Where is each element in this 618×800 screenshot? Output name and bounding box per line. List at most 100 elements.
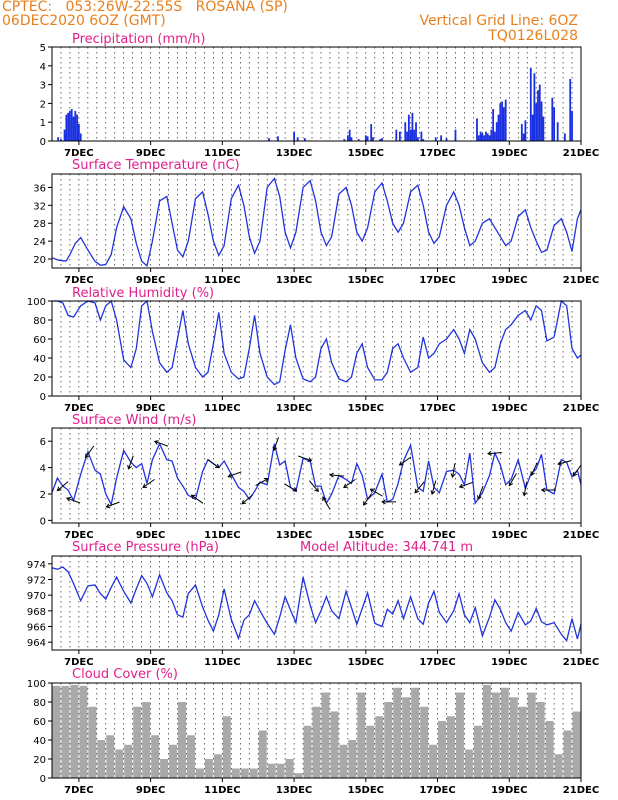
precip-bar — [551, 97, 554, 141]
cloud-bar — [61, 685, 70, 778]
wind-arrow — [343, 478, 356, 488]
precip-bar — [65, 114, 68, 141]
precip-bar — [434, 137, 437, 141]
cloud-bar — [222, 716, 231, 778]
x-tick-label: 9DEC — [136, 657, 165, 668]
precip-bar — [553, 107, 556, 141]
x-tick-label: 21DEC — [563, 530, 599, 541]
cloud-bar — [186, 735, 195, 778]
x-tick-label: 7DEC — [64, 148, 93, 159]
wind-arrow — [329, 472, 345, 478]
precip-bar — [499, 103, 502, 141]
y-tick-label: 40 — [33, 354, 46, 365]
wind-arrow — [105, 501, 120, 509]
y-tick-label: 3 — [40, 81, 46, 92]
x-tick-label: 19DEC — [491, 785, 527, 796]
y-tick-label: 4 — [40, 62, 46, 73]
precip-bar — [296, 137, 299, 141]
x-tick-label: 15DEC — [348, 785, 384, 796]
cloud-bars — [52, 684, 581, 778]
wind-arrow — [476, 485, 484, 501]
precip-bar — [531, 114, 534, 141]
panel-title: Surface Pressure (hPa) — [72, 540, 219, 555]
y-tick-label: 40 — [33, 736, 46, 747]
wind-arrow — [398, 456, 412, 466]
panel-4: 0 2 4 6 7DEC 9DEC 11DEC 13DEC 15DEC 17DEC 19DEC 21D… — [40, 413, 600, 541]
series-line — [51, 442, 582, 507]
precip-bar — [413, 129, 416, 141]
precip-bar — [348, 129, 351, 141]
cloud-bar — [88, 706, 97, 778]
precip-bar — [67, 112, 70, 141]
wind-arrow — [572, 464, 582, 477]
vertical-grid — [51, 174, 582, 268]
x-tick-label: 17DEC — [419, 785, 455, 796]
y-tick-label: 974 — [27, 560, 46, 571]
cloud-bar — [491, 692, 500, 778]
x-tick-label: 11DEC — [204, 403, 240, 414]
panel-frame — [51, 173, 582, 269]
precip-bar — [63, 129, 66, 141]
cloud-bar — [240, 768, 249, 778]
cloud-bar — [276, 763, 285, 778]
precip-bar — [74, 110, 77, 141]
cloud-bar — [572, 711, 581, 778]
x-tick-label: 21DEC — [563, 657, 599, 668]
cloud-bar — [527, 692, 536, 778]
cloud-bar — [249, 768, 258, 778]
y-axis: 0 20 40 60 80 100 — [27, 297, 52, 403]
y-tick-label: 5 — [40, 43, 46, 54]
precip-bar — [57, 137, 59, 141]
precip-bar — [422, 139, 425, 141]
x-axis: 7DEC 9DEC 11DEC 13DEC 15DEC 17DEC 19DEC 21DEC — [64, 268, 599, 286]
y-tick-label: 6 — [40, 437, 46, 448]
wind-arrow — [508, 473, 517, 487]
precip-bar — [381, 138, 383, 141]
cloud-bar — [151, 735, 160, 778]
cloud-bar — [554, 754, 563, 778]
y-tick-label: 60 — [33, 335, 46, 346]
y-tick-label: 4 — [40, 464, 46, 475]
panel-1: 0 1 2 3 4 5 7DEC 9DEC 11DEC 13DEC 15DEC 17DEC 19DEC 2… — [40, 32, 600, 159]
cloud-bar — [258, 730, 267, 778]
y-tick-label: 0 — [40, 516, 46, 527]
cloud-bar — [393, 687, 402, 778]
precip-bar — [416, 137, 419, 141]
cloud-bar — [178, 702, 186, 778]
x-axis: 7DEC 9DEC 11DEC 13DEC 15DEC 17DEC 19DEC 21DEC — [64, 141, 599, 159]
cloud-bar — [482, 684, 491, 778]
x-tick-label: 19DEC — [491, 657, 527, 668]
wind-arrow — [255, 478, 269, 487]
precip-bar — [502, 107, 505, 141]
precip-bar — [445, 138, 448, 141]
wind-arrow — [540, 487, 556, 493]
precip-bar — [537, 90, 539, 141]
x-tick-label: 13DEC — [276, 275, 312, 286]
wind-arrow — [190, 494, 204, 504]
y-tick-label: 2 — [40, 99, 46, 110]
x-tick-label: 13DEC — [276, 148, 312, 159]
panel-6: 0 20 40 60 80 100 7DEC 9DEC 11DEC 13DEC 15DEC 17DEC… — [27, 667, 599, 796]
x-tick-label: 15DEC — [348, 530, 384, 541]
wind-arrow — [127, 455, 134, 470]
panel-frame — [51, 300, 582, 397]
wind-arrow — [85, 445, 95, 459]
cloud-bar — [195, 768, 204, 778]
y-tick-label: 20 — [33, 373, 46, 384]
cloud-bar — [464, 749, 473, 778]
precip-bar — [404, 122, 407, 141]
precip-bar — [395, 129, 398, 141]
y-tick-label: 966 — [27, 623, 46, 634]
precip-bar — [398, 131, 401, 141]
wind-arrow — [522, 481, 528, 497]
cloud-bar — [429, 744, 438, 778]
precip-bar — [357, 139, 360, 141]
cloud-bar — [267, 763, 276, 778]
vertical-grid — [51, 301, 582, 396]
wind-arrow — [65, 496, 81, 504]
precip-bar — [420, 131, 423, 141]
x-tick-label: 11DEC — [204, 785, 240, 796]
panel-frame — [51, 682, 582, 779]
series-line — [51, 566, 582, 642]
precip-bar — [415, 122, 417, 141]
